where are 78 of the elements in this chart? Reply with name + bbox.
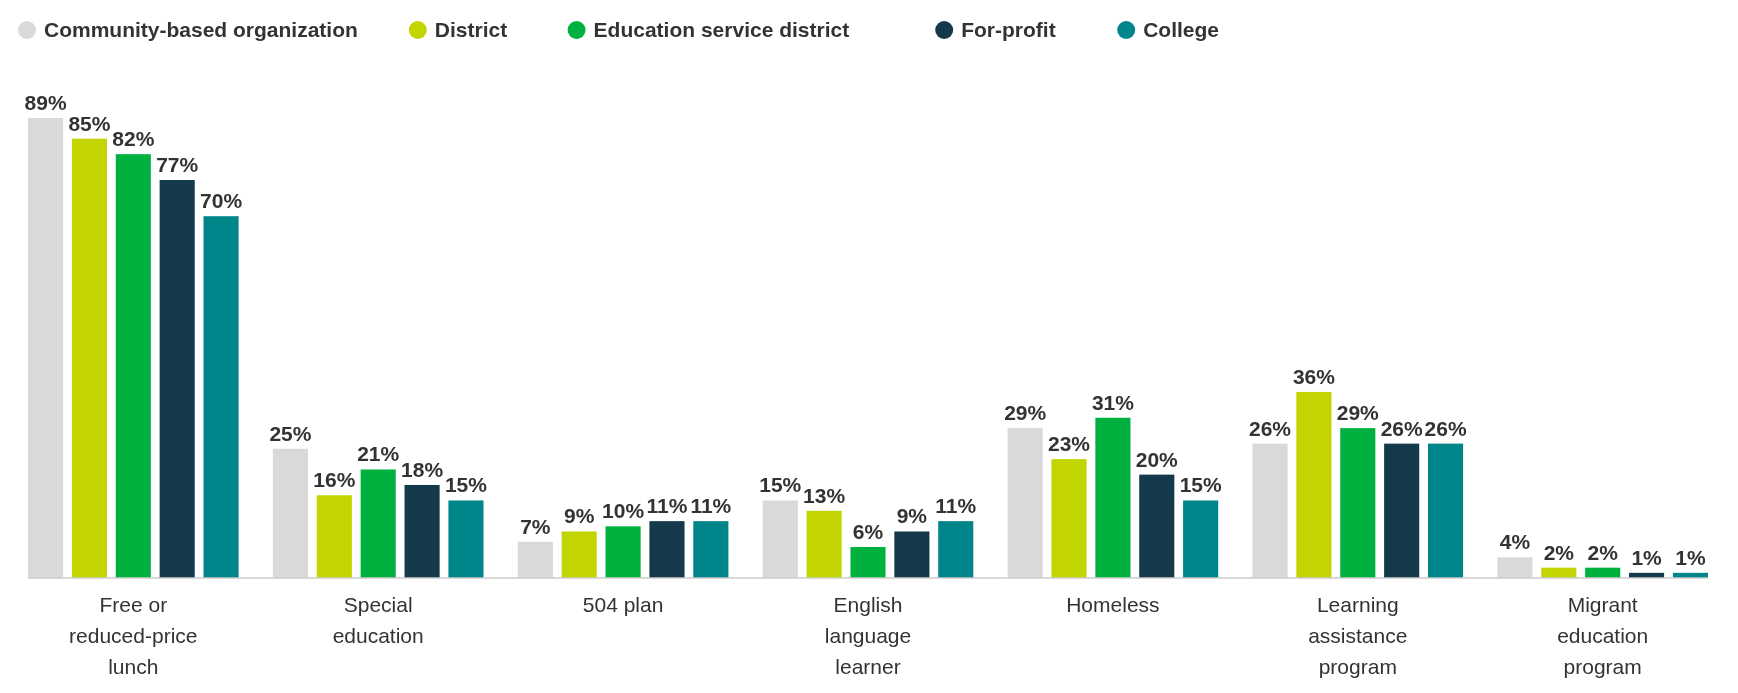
bar [517, 541, 553, 578]
bar [850, 546, 886, 578]
bar [693, 521, 729, 578]
bar [1340, 428, 1376, 578]
x-tick-label: Special education [332, 593, 424, 647]
bar [448, 500, 484, 578]
x-tick-label: 504 plan [582, 593, 664, 616]
x-tick-label: Learning assistance program [1308, 593, 1408, 678]
data-label: 21% [357, 442, 400, 466]
bar [203, 216, 239, 578]
bar [894, 531, 930, 578]
data-label: 11% [646, 494, 688, 518]
data-label: 20% [1135, 447, 1179, 471]
data-label: 11% [690, 494, 732, 518]
bar [1428, 443, 1464, 578]
data-label: 6% [852, 519, 884, 543]
bar [938, 521, 974, 578]
x-tick-label: Homeless [1066, 593, 1160, 616]
data-label: 1% [1675, 545, 1706, 569]
bar [1051, 459, 1087, 578]
data-label: 77% [156, 153, 199, 177]
data-label: 2% [1543, 540, 1575, 564]
bar [159, 180, 195, 578]
data-label: 18% [401, 457, 444, 481]
bar [1296, 391, 1332, 578]
legend-label: Community-based organization [44, 18, 358, 41]
data-label: 70% [200, 189, 243, 213]
bar [360, 469, 396, 578]
legend-label: Education service district [593, 18, 850, 41]
bar [1497, 557, 1533, 578]
x-tick-label: Migrant education program [1557, 593, 1649, 678]
data-label: 36% [1292, 364, 1336, 388]
legend-label: For-profit [961, 18, 1056, 41]
x-tick-label: Free or reduced-price lunch [69, 593, 198, 678]
bar [1183, 500, 1219, 578]
x-tick-label: English language learner [824, 593, 912, 678]
data-label: 26% [1249, 416, 1292, 440]
data-label: 26% [1380, 416, 1424, 440]
data-label: 26% [1424, 416, 1467, 440]
data-label: 25% [269, 421, 312, 445]
bar [561, 531, 597, 578]
bar [1095, 417, 1131, 578]
bar [649, 521, 685, 578]
bar [605, 526, 641, 578]
bar [762, 500, 798, 578]
data-label: 23% [1048, 432, 1091, 456]
data-label: 85% [68, 111, 111, 135]
bar [272, 448, 308, 578]
bar [404, 484, 440, 578]
data-label: 4% [1499, 530, 1531, 554]
data-label: 1% [1631, 545, 1663, 569]
data-label: 29% [1004, 401, 1047, 425]
data-label: 2% [1587, 540, 1619, 564]
data-label: 89% [24, 91, 67, 114]
data-label: 7% [520, 514, 551, 538]
bar [1007, 428, 1043, 578]
bar [1384, 443, 1420, 578]
bar [115, 154, 151, 578]
bar [28, 118, 64, 578]
bar [1252, 443, 1288, 578]
bar [806, 510, 842, 578]
bar [316, 495, 352, 578]
data-label: 31% [1091, 390, 1135, 414]
data-label: 13% [803, 483, 846, 507]
data-label: 10% [602, 499, 645, 523]
legend-label: District [434, 18, 508, 41]
data-label: 15% [759, 473, 802, 497]
bar [1139, 474, 1175, 578]
bar [71, 138, 107, 578]
data-label: 9% [896, 504, 928, 528]
data-label: 9% [564, 504, 595, 528]
legend-label: College [1143, 18, 1220, 41]
data-label: 11% [935, 494, 977, 518]
data-label: 82% [112, 127, 155, 151]
data-label: 15% [1179, 473, 1222, 497]
data-label: 16% [313, 468, 356, 492]
data-label: 15% [444, 473, 488, 497]
data-label: 29% [1336, 401, 1380, 425]
